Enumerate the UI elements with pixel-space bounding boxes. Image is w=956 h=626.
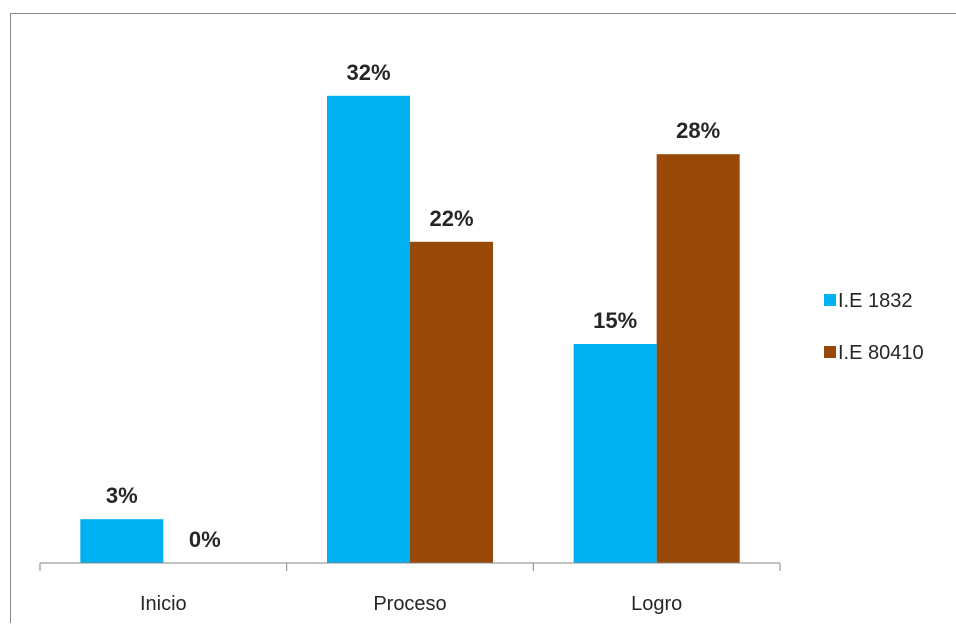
bar-value-label: 32%	[346, 60, 390, 85]
bar-value-label: 3%	[106, 483, 138, 508]
legend-swatch	[824, 294, 836, 306]
bar-value-label: 0%	[189, 527, 221, 552]
legend-swatch	[824, 346, 836, 358]
bars-group	[80, 95, 740, 564]
bar	[656, 154, 740, 563]
legend-label: I.E 1832	[838, 290, 913, 312]
legend-label: I.E 80410	[838, 342, 924, 364]
bar-value-label: 28%	[676, 118, 720, 143]
x-tick-label: Logro	[631, 593, 682, 615]
bar	[573, 344, 657, 563]
x-tick-label: Proceso	[373, 593, 446, 615]
bar-value-label: 22%	[429, 206, 473, 231]
legend: I.E 1832 I.E 80410	[824, 290, 924, 364]
bar	[80, 519, 164, 563]
chart-frame	[10, 13, 956, 623]
x-tick-label: Inicio	[140, 593, 187, 615]
bar	[410, 241, 493, 564]
bar-value-label: 15%	[593, 308, 637, 333]
data-labels-group: 3% 0% 32% 22% 15% 28%	[106, 60, 720, 552]
bar	[327, 95, 410, 564]
x-axis: Inicio Proceso Logro	[39, 562, 781, 615]
